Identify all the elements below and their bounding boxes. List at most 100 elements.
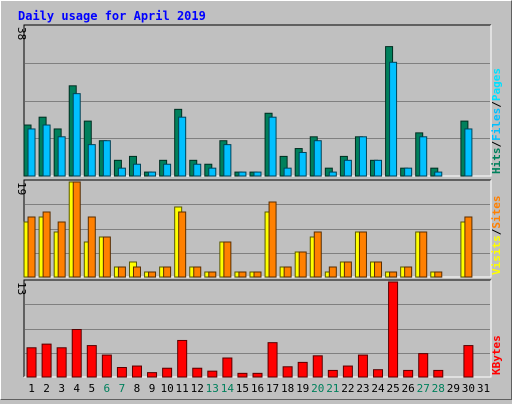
- bar-sites-day-15: [238, 271, 247, 278]
- bar-kbytes-day-20: [312, 355, 323, 378]
- legend-entry: Visits: [490, 235, 503, 275]
- bar-kbytes-day-24: [373, 369, 384, 378]
- x-tick-label: 25: [386, 382, 399, 395]
- bar-files-day-6: [102, 140, 111, 177]
- bar-kbytes-day-25: [388, 281, 399, 378]
- bar-kbytes-day-7: [116, 367, 127, 378]
- bar-files-day-12: [193, 163, 202, 177]
- bar-sites-day-2: [42, 211, 51, 278]
- x-tick-label: 26: [402, 382, 415, 395]
- x-tick-label: 13: [206, 382, 219, 395]
- bar-sites-day-28: [434, 271, 443, 278]
- x-tick-label: 30: [462, 382, 475, 395]
- y-axis-max-label: 13: [15, 282, 28, 295]
- bar-files-day-18: [283, 167, 292, 177]
- x-tick-label: 10: [160, 382, 173, 395]
- x-tick-label: 23: [356, 382, 369, 395]
- legend-hits_files: Hits/Files/Pages: [490, 68, 503, 174]
- bar-sites-day-22: [343, 261, 352, 278]
- y-axis-max-label: 38: [15, 27, 28, 40]
- bar-sites-day-8: [132, 266, 141, 278]
- x-tick-label: 28: [432, 382, 445, 395]
- bar-sites-day-19: [298, 251, 307, 278]
- bar-sites-day-24: [374, 261, 383, 278]
- bar-kbytes-day-13: [207, 370, 218, 378]
- bar-files-day-1: [27, 128, 36, 177]
- bar-kbytes-day-4: [71, 329, 82, 378]
- x-tick-label: 31: [477, 382, 490, 395]
- x-tick-label: 15: [236, 382, 249, 395]
- bar-sites-day-27: [419, 231, 428, 278]
- bar-sites-day-13: [208, 271, 217, 278]
- bar-kbytes-day-14: [222, 357, 233, 378]
- x-tick-label: 3: [58, 382, 65, 395]
- x-tick-label: 2: [43, 382, 50, 395]
- x-tick-label: 24: [371, 382, 385, 395]
- bar-sites-day-3: [57, 221, 66, 278]
- bar-sites-day-30: [464, 216, 473, 278]
- bar-kbytes-day-10: [162, 367, 173, 378]
- bar-files-day-24: [374, 159, 383, 177]
- y-axis-max-label: 19: [15, 182, 28, 195]
- panel-kbytes: 13 KBytes: [15, 279, 503, 378]
- bar-kbytes-day-19: [297, 361, 308, 378]
- x-tick-label: 8: [134, 382, 141, 395]
- bar-kbytes-day-8: [131, 365, 142, 378]
- x-tick-label: 19: [296, 382, 309, 395]
- chart-title: Daily usage for April 2019: [18, 9, 206, 23]
- legend-entry: /: [490, 228, 503, 235]
- x-tick-label: 7: [119, 382, 126, 395]
- bar-files-day-8: [132, 163, 141, 177]
- bar-kbytes-day-27: [418, 353, 429, 378]
- bar-files-day-14: [223, 144, 232, 177]
- bar-sites-day-12: [193, 266, 202, 278]
- bar-kbytes-day-21: [327, 369, 338, 378]
- legend-entry: KBytes: [490, 335, 503, 375]
- panel-hits_files: 38 Hits/Files/Pages: [15, 24, 503, 177]
- x-tick-label: 9: [149, 382, 156, 395]
- x-tick-label: 4: [73, 382, 80, 395]
- bar-kbytes-day-12: [192, 367, 203, 378]
- bar-files-day-16: [253, 171, 262, 177]
- bar-files-day-25: [389, 61, 398, 177]
- bar-kbytes-day-3: [56, 347, 67, 378]
- bar-sites-day-16: [253, 271, 262, 278]
- bar-files-day-26: [404, 167, 413, 177]
- bar-files-day-15: [238, 171, 247, 177]
- bar-kbytes-day-11: [177, 339, 188, 378]
- legend-entry: Sites: [490, 196, 503, 229]
- bar-sites-day-21: [328, 266, 337, 278]
- bar-files-day-20: [313, 140, 322, 177]
- bar-kbytes-day-23: [357, 354, 368, 378]
- bar-kbytes-day-26: [403, 369, 414, 378]
- bar-files-day-21: [328, 171, 337, 177]
- bar-kbytes-day-28: [433, 369, 444, 378]
- bar-kbytes-day-5: [86, 345, 97, 378]
- bar-sites-day-4: [72, 181, 81, 278]
- bar-sites-day-6: [102, 236, 111, 278]
- bar-sites-day-11: [178, 211, 187, 278]
- x-tick-label: 21: [326, 382, 339, 395]
- bar-files-day-4: [72, 93, 81, 177]
- legend-visits_sites: Visits/Sites: [490, 196, 503, 276]
- bar-files-day-5: [87, 144, 96, 177]
- x-tick-label: 5: [88, 382, 95, 395]
- bar-files-day-22: [343, 159, 352, 177]
- legend-entry: Pages: [490, 68, 503, 101]
- bar-kbytes-day-6: [101, 354, 112, 378]
- x-tick-label: 22: [341, 382, 354, 395]
- bar-kbytes-day-22: [342, 365, 353, 378]
- x-tick-label: 17: [266, 382, 279, 395]
- legend-entry: /: [490, 101, 503, 108]
- x-tick-label: 29: [447, 382, 460, 395]
- x-tick-label: 6: [104, 382, 111, 395]
- legend-entry: /: [490, 141, 503, 148]
- legend-kbytes: KBytes: [490, 335, 503, 375]
- bar-kbytes-day-16: [252, 372, 263, 378]
- bar-sites-day-20: [313, 231, 322, 278]
- x-tick-label: 20: [311, 382, 324, 395]
- x-tick-label: 1: [28, 382, 35, 395]
- bar-files-day-13: [208, 167, 217, 177]
